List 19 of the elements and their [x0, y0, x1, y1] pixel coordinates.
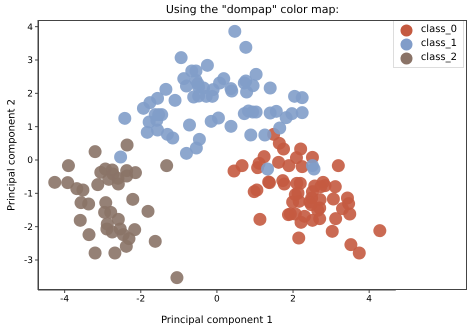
x-tick-label: -4 [60, 294, 70, 304]
y-tick-label: 2 [27, 90, 33, 100]
x-tick-label: 4 [366, 294, 372, 304]
x-tick-label: 2 [290, 294, 296, 304]
y-tick-label: -2 [24, 222, 33, 233]
y-axis-title: Principal component 2 [6, 99, 18, 211]
y-tick-label: 0 [27, 156, 34, 166]
chart-title: Using the "dompap" color map: [164, 3, 340, 16]
y-tick-label: -1 [24, 190, 33, 200]
x-axis-title: Principal component 1 [160, 315, 273, 325]
x-tick-label: 0 [214, 294, 220, 304]
y-tick-label: 3 [27, 56, 33, 66]
y-tick-label: 1 [27, 122, 33, 133]
x-tick-label: -2 [136, 294, 146, 304]
legend-label: class_1 [420, 37, 457, 51]
legend-label: class_0 [420, 23, 457, 37]
y-tick-label: 4 [27, 22, 34, 33]
legend-label: class_2 [420, 51, 457, 65]
y-tick-label: -3 [24, 256, 33, 266]
